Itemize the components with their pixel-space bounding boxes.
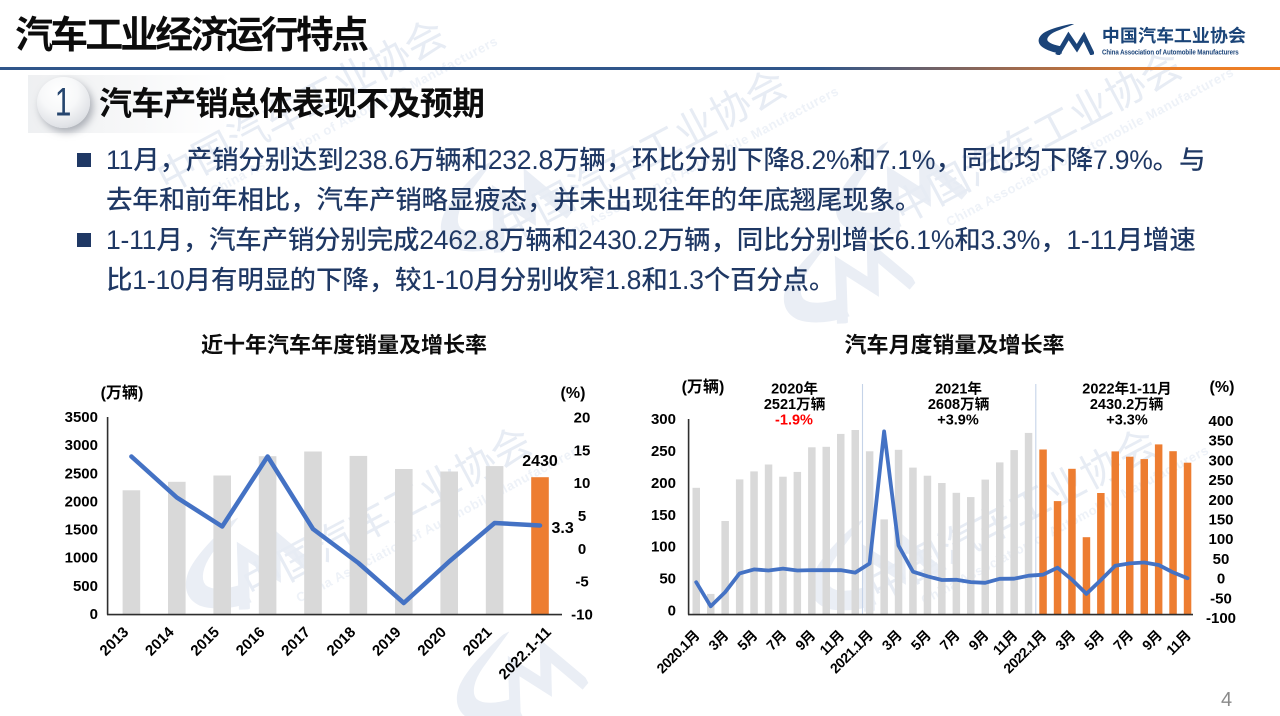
svg-text:2608万辆: 2608万辆	[928, 396, 989, 413]
svg-text:(%): (%)	[1210, 379, 1235, 396]
svg-text:2022年1-11月: 2022年1-11月	[1082, 381, 1171, 398]
svg-text:3000: 3000	[65, 437, 98, 454]
svg-text:250: 250	[651, 443, 676, 460]
svg-text:1000: 1000	[65, 550, 98, 567]
svg-text:(%): (%)	[561, 385, 586, 402]
svg-text:9月: 9月	[792, 627, 818, 653]
svg-text:300: 300	[1208, 452, 1233, 469]
svg-text:15: 15	[574, 442, 591, 459]
svg-text:9月: 9月	[1139, 627, 1165, 653]
svg-text:汽车月度销量及增长率: 汽车月度销量及增长率	[844, 328, 1064, 360]
svg-text:50: 50	[1213, 551, 1230, 568]
svg-text:2021: 2021	[460, 624, 496, 660]
svg-text:2018: 2018	[324, 624, 360, 660]
svg-text:0: 0	[668, 603, 676, 620]
svg-text:(万辆): (万辆)	[101, 384, 144, 402]
svg-text:3.3: 3.3	[552, 520, 574, 537]
svg-text:3月: 3月	[1052, 627, 1078, 653]
svg-text:100: 100	[1208, 531, 1233, 548]
svg-text:+3.3%: +3.3%	[1106, 413, 1148, 429]
svg-text:(万辆): (万辆)	[682, 378, 725, 396]
svg-text:3500: 3500	[65, 409, 98, 426]
svg-text:2017: 2017	[278, 624, 314, 660]
svg-text:2020年: 2020年	[771, 381, 818, 398]
svg-text:5月: 5月	[908, 627, 934, 653]
svg-text:3月: 3月	[705, 627, 731, 653]
svg-text:150: 150	[651, 507, 676, 524]
svg-text:3月: 3月	[879, 627, 905, 653]
svg-text:2020.1月: 2020.1月	[653, 627, 702, 676]
svg-text:5: 5	[578, 508, 586, 525]
svg-text:400: 400	[1208, 413, 1233, 430]
svg-text:-10: -10	[571, 607, 593, 624]
svg-text:2014: 2014	[142, 623, 178, 659]
svg-text:1500: 1500	[65, 522, 98, 539]
svg-text:2000: 2000	[65, 493, 98, 510]
svg-text:-50: -50	[1210, 590, 1232, 607]
svg-text:2022.1-11: 2022.1-11	[496, 624, 555, 683]
svg-text:7月: 7月	[936, 627, 962, 653]
svg-text:5月: 5月	[1081, 627, 1107, 653]
svg-text:11月: 11月	[1163, 627, 1194, 658]
svg-text:-1.9%: -1.9%	[775, 413, 813, 429]
svg-text:近十年汽车年度销量及增长率: 近十年汽车年度销量及增长率	[201, 328, 487, 360]
svg-text:7月: 7月	[1110, 627, 1136, 653]
svg-text:0: 0	[1217, 571, 1225, 588]
svg-text:200: 200	[651, 475, 676, 492]
svg-text:2430: 2430	[522, 453, 558, 470]
svg-text:0: 0	[578, 541, 586, 558]
svg-text:200: 200	[1208, 492, 1233, 509]
svg-text:2500: 2500	[65, 465, 98, 482]
svg-text:7月: 7月	[763, 627, 789, 653]
svg-text:500: 500	[73, 578, 98, 595]
svg-text:2016: 2016	[233, 624, 269, 660]
svg-text:-5: -5	[575, 574, 588, 591]
svg-text:20: 20	[574, 410, 591, 427]
svg-text:2021年: 2021年	[935, 381, 982, 398]
svg-text:150: 150	[1208, 512, 1233, 529]
svg-text:0: 0	[90, 606, 98, 623]
svg-text:2020: 2020	[414, 624, 450, 660]
svg-text:2019: 2019	[369, 624, 405, 660]
svg-text:+3.9%: +3.9%	[937, 413, 979, 429]
svg-text:250: 250	[1208, 472, 1233, 489]
svg-text:2430.2万辆: 2430.2万辆	[1090, 396, 1163, 413]
svg-text:5月: 5月	[734, 627, 760, 653]
svg-text:2521万辆: 2521万辆	[764, 396, 825, 413]
svg-text:300: 300	[651, 411, 676, 428]
svg-text:-100: -100	[1206, 610, 1236, 627]
svg-text:50: 50	[659, 571, 676, 588]
svg-text:100: 100	[651, 539, 676, 556]
svg-text:2013: 2013	[97, 624, 133, 660]
svg-text:350: 350	[1208, 433, 1233, 450]
svg-text:2015: 2015	[187, 624, 223, 660]
svg-text:10: 10	[574, 475, 591, 492]
svg-text:9月: 9月	[965, 627, 991, 653]
